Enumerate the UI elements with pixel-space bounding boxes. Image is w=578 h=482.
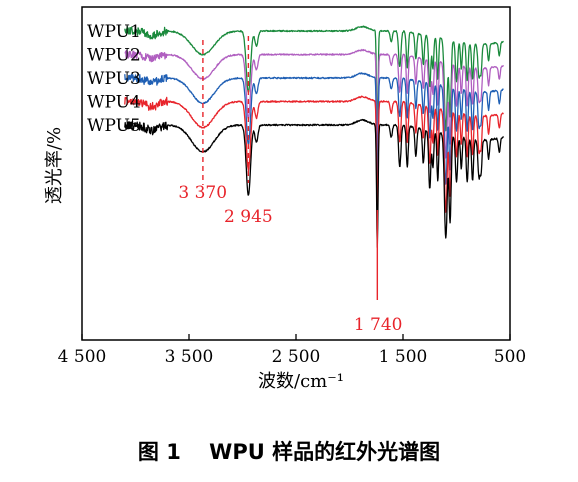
annotations: 3 370 2 945 1 740 [178, 36, 403, 335]
series-line-wpu5 [124, 118, 505, 248]
legend-label-wpu3: WPU3 [87, 69, 141, 89]
x-tick-label: 4 500 [58, 347, 107, 367]
legend-label-wpu5: WPU5 [87, 116, 141, 136]
x-tick-label: 3 500 [165, 347, 214, 367]
series-line-wpu2 [124, 48, 504, 166]
series-line-wpu1 [124, 25, 504, 139]
x-axis-title: 波数/cm⁻¹ [258, 371, 344, 392]
legend: WPU1 WPU2 WPU3 WPU4 WPU5 [87, 22, 141, 136]
peak-label: 3 370 [178, 183, 227, 203]
y-axis-title: 透光率/% [44, 127, 65, 204]
series-group [124, 25, 505, 248]
x-tick-label: 500 [494, 347, 526, 367]
series-line-wpu4 [124, 95, 504, 221]
axes: 4 500 3 500 2 500 1 500 500 波数/cm⁻¹ 透光率/% [44, 6, 526, 392]
x-tick-label: 2 500 [272, 347, 321, 367]
legend-label-wpu4: WPU4 [87, 93, 141, 113]
figure-caption: 图 1 WPU 样品的红外光谱图 [137, 440, 441, 464]
legend-label-wpu1: WPU1 [87, 22, 141, 42]
ftir-chart: 3 370 2 945 1 740 4 500 3 500 2 500 1 500 500 波… [44, 6, 526, 392]
x-tick-label: 1 500 [379, 347, 428, 367]
legend-label-wpu2: WPU2 [87, 46, 141, 66]
peak-label: 1 740 [354, 315, 403, 335]
peak-label: 2 945 [224, 207, 273, 227]
series-line-wpu3 [124, 72, 504, 194]
